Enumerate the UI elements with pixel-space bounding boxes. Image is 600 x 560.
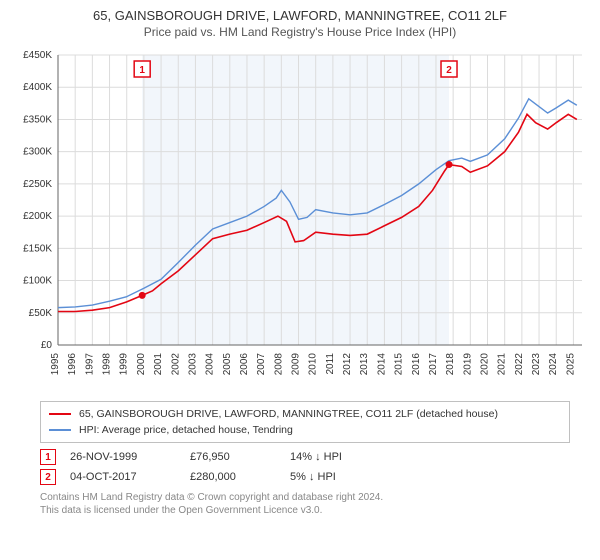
legend-label: HPI: Average price, detached house, Tend… <box>79 424 293 436</box>
svg-text:2019: 2019 <box>462 353 473 376</box>
sales-table: 1 26-NOV-1999 £76,950 14% ↓ HPI 2 04-OCT… <box>40 447 570 487</box>
svg-text:2004: 2004 <box>205 353 216 376</box>
footer-attribution: Contains HM Land Registry data © Crown c… <box>40 491 570 517</box>
sale-marker-icon: 1 <box>40 449 56 465</box>
svg-text:2018: 2018 <box>445 353 456 376</box>
svg-text:£300K: £300K <box>23 147 52 158</box>
sale-date: 26-NOV-1999 <box>70 451 190 463</box>
line-chart: £0 £50K £100K £150K £200K £250K £300K £350K £400… <box>10 45 590 395</box>
svg-text:£100K: £100K <box>23 276 52 287</box>
svg-text:2009: 2009 <box>291 353 302 376</box>
svg-text:£150K: £150K <box>23 243 52 254</box>
svg-text:2001: 2001 <box>153 353 164 376</box>
sale-date: 04-OCT-2017 <box>70 471 190 483</box>
chart-area: £0 £50K £100K £150K £200K £250K £300K £350K £400… <box>10 45 590 395</box>
svg-text:2013: 2013 <box>359 353 370 376</box>
sale-price: £76,950 <box>190 451 290 463</box>
footer-line: This data is licensed under the Open Gov… <box>40 504 570 517</box>
svg-text:2015: 2015 <box>394 353 405 376</box>
sale-hpi: 14% ↓ HPI <box>290 451 390 463</box>
svg-text:2003: 2003 <box>187 353 198 376</box>
svg-text:£0: £0 <box>41 340 53 351</box>
svg-text:2006: 2006 <box>239 353 250 376</box>
svg-text:£450K: £450K <box>23 50 52 61</box>
sale-marker-icon: 2 <box>40 469 56 485</box>
legend-swatch <box>49 429 71 431</box>
svg-text:1997: 1997 <box>84 353 95 376</box>
svg-text:2020: 2020 <box>480 353 491 376</box>
svg-text:1996: 1996 <box>67 353 78 376</box>
sales-row: 1 26-NOV-1999 £76,950 14% ↓ HPI <box>40 447 570 467</box>
svg-text:£400K: £400K <box>23 82 52 93</box>
legend-box: 65, GAINSBOROUGH DRIVE, LAWFORD, MANNING… <box>40 401 570 443</box>
svg-text:2000: 2000 <box>136 353 147 376</box>
svg-text:£250K: £250K <box>23 179 52 190</box>
svg-text:2023: 2023 <box>531 353 542 376</box>
sale-price: £280,000 <box>190 471 290 483</box>
svg-text:2017: 2017 <box>428 353 439 376</box>
svg-text:2025: 2025 <box>565 353 576 376</box>
svg-text:£350K: £350K <box>23 114 52 125</box>
chart-subtitle: Price paid vs. HM Land Registry's House … <box>10 25 590 39</box>
footer-line: Contains HM Land Registry data © Crown c… <box>40 491 570 504</box>
svg-text:2011: 2011 <box>325 353 336 375</box>
legend-swatch <box>49 413 71 415</box>
svg-text:£50K: £50K <box>29 308 53 319</box>
svg-text:1999: 1999 <box>119 353 130 376</box>
svg-text:2002: 2002 <box>170 353 181 376</box>
svg-text:2022: 2022 <box>514 353 525 376</box>
svg-text:1: 1 <box>139 65 145 76</box>
svg-text:2007: 2007 <box>256 353 267 376</box>
svg-text:2021: 2021 <box>497 353 508 376</box>
svg-text:2005: 2005 <box>222 353 233 376</box>
svg-text:2012: 2012 <box>342 353 353 376</box>
chart-container: 65, GAINSBOROUGH DRIVE, LAWFORD, MANNING… <box>0 0 600 523</box>
svg-text:2016: 2016 <box>411 353 422 376</box>
svg-text:1998: 1998 <box>102 353 113 376</box>
svg-text:£200K: £200K <box>23 211 52 222</box>
chart-title: 65, GAINSBOROUGH DRIVE, LAWFORD, MANNING… <box>10 8 590 23</box>
legend-item: HPI: Average price, detached house, Tend… <box>49 422 561 438</box>
svg-text:2: 2 <box>446 65 452 76</box>
legend-item: 65, GAINSBOROUGH DRIVE, LAWFORD, MANNING… <box>49 406 561 422</box>
sale-hpi: 5% ↓ HPI <box>290 471 390 483</box>
sales-row: 2 04-OCT-2017 £280,000 5% ↓ HPI <box>40 467 570 487</box>
svg-text:2024: 2024 <box>548 353 559 376</box>
svg-text:2014: 2014 <box>376 353 387 376</box>
svg-text:2008: 2008 <box>273 353 284 376</box>
svg-text:1995: 1995 <box>50 353 61 376</box>
legend-label: 65, GAINSBOROUGH DRIVE, LAWFORD, MANNING… <box>79 408 498 420</box>
svg-text:2010: 2010 <box>308 353 319 376</box>
